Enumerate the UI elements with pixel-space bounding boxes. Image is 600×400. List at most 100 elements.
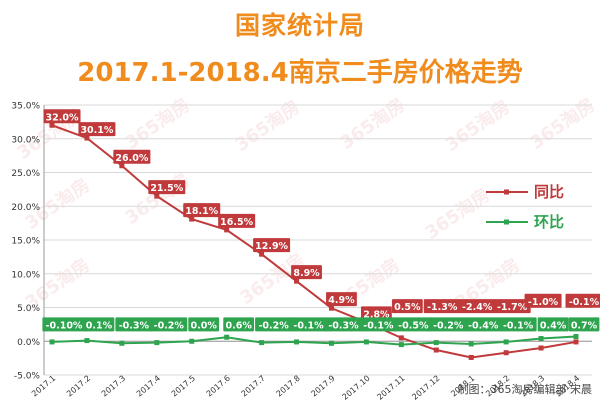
mom-data-label: -0.10% xyxy=(46,320,83,331)
x-tick-label: 2017.11 xyxy=(375,374,406,400)
mom-data-label: -0.1% xyxy=(293,320,324,331)
mom-data-label: 0.7% xyxy=(571,320,598,331)
yoy-data-label: 0.5% xyxy=(394,302,421,313)
yoy-data-label: -0.1% xyxy=(569,297,600,308)
yoy-data-label: -1.3% xyxy=(427,302,458,313)
mom-data-label-box xyxy=(464,317,502,332)
data-point xyxy=(398,342,404,348)
mom-data-label-box xyxy=(188,317,220,332)
y-tick-label: 10.0% xyxy=(11,270,40,280)
x-tick-label: 2017.4 xyxy=(135,374,162,399)
yoy-data-label: 16.5% xyxy=(220,217,253,228)
mom-data-label: -0.3% xyxy=(328,320,359,331)
mom-data-label-box xyxy=(115,317,153,332)
data-point xyxy=(433,340,439,346)
mom-data-label-box xyxy=(537,317,569,332)
mom-data-label-box xyxy=(324,317,362,332)
yoy-data-label-box xyxy=(565,293,600,308)
credit-text: 制图：365淘房编辑部 宋晨 xyxy=(457,383,593,396)
x-tick-label: 2017.12 xyxy=(410,374,441,400)
series-line-mom xyxy=(51,335,577,346)
mom-data-label: 0.4% xyxy=(540,320,567,331)
yoy-data-label: 12.9% xyxy=(255,241,288,252)
data-point xyxy=(468,341,474,347)
data-point xyxy=(119,340,125,346)
data-point xyxy=(503,350,509,356)
x-tick-label: 2017.2 xyxy=(65,374,92,399)
data-point xyxy=(84,135,90,141)
yoy-data-label-box xyxy=(78,122,116,137)
y-tick-label: 30.0% xyxy=(11,135,40,145)
data-point xyxy=(468,354,474,360)
data-point xyxy=(154,340,160,346)
legend-yoy-label: 同比 xyxy=(534,183,564,201)
data-point xyxy=(189,216,195,222)
legend-mom-label: 环比 xyxy=(534,213,564,231)
yoy-data-label-box xyxy=(458,299,496,314)
yoy-data-label: 26.0% xyxy=(115,153,148,164)
mom-data-label: 0.6% xyxy=(225,320,252,331)
x-tick-label: 2017.5 xyxy=(170,374,197,399)
yoy-data-label-box xyxy=(43,109,81,124)
yoy-data-label: 2.8% xyxy=(363,309,390,320)
data-point xyxy=(573,339,579,345)
mom-data-label: -0.1% xyxy=(503,320,534,331)
data-point xyxy=(259,251,265,257)
yoy-data-label: 30.1% xyxy=(80,125,113,136)
yoy-data-label-box xyxy=(113,149,151,164)
mom-data-label-box xyxy=(568,317,600,332)
y-tick-label: 0.0% xyxy=(17,338,40,348)
yoy-data-label: 4.9% xyxy=(328,295,355,306)
data-point xyxy=(433,347,439,353)
mom-data-label: 0.0% xyxy=(191,320,218,331)
yoy-data-label: 8.9% xyxy=(293,268,320,279)
mom-data-label: -0.2% xyxy=(154,320,185,331)
x-tick-label: 2017.6 xyxy=(205,374,232,399)
data-point xyxy=(154,193,160,199)
data-point xyxy=(224,227,230,233)
mom-data-label: -0.4% xyxy=(468,320,499,331)
data-point xyxy=(49,122,55,128)
data-labels: 32.0%30.1% 26.0% 21.5% 18.1%16.5% 12.9% 8.9% 4… xyxy=(42,109,600,332)
mom-data-label-box xyxy=(429,317,467,332)
yoy-data-label-box xyxy=(493,299,531,314)
data-point xyxy=(294,339,300,345)
series-lines xyxy=(49,122,579,360)
chart-subtitle: 2017.1-2018.4南京二手房价格走势 xyxy=(77,58,523,88)
data-point xyxy=(398,335,404,341)
y-tick-label: -5.0% xyxy=(14,372,41,382)
x-tick-label: 2017.3 xyxy=(100,374,127,399)
mom-data-label-box xyxy=(42,317,86,332)
yoy-data-label: 32.0% xyxy=(46,112,79,123)
y-tick-label: 20.0% xyxy=(11,203,40,213)
legend-mom-marker xyxy=(504,219,509,225)
yoy-data-label-box xyxy=(291,265,322,280)
x-tick-label: 2017.7 xyxy=(240,374,267,399)
yoy-data-label-box xyxy=(218,213,256,228)
y-tick-label: 5.0% xyxy=(17,304,40,314)
x-tick-label: 2017.9 xyxy=(310,374,337,399)
mom-data-label-box xyxy=(255,317,293,332)
data-point xyxy=(328,305,334,311)
yoy-data-label-box xyxy=(183,203,221,218)
legend-yoy-marker xyxy=(504,189,509,195)
yoy-data-label-box xyxy=(326,292,357,307)
data-point xyxy=(573,334,579,340)
mom-data-label: -0.2% xyxy=(258,320,289,331)
data-point xyxy=(84,338,90,344)
data-point xyxy=(503,339,509,345)
yoy-data-label-box xyxy=(524,293,562,308)
yoy-data-label-box xyxy=(148,180,186,195)
mom-data-label-box xyxy=(359,317,397,332)
data-point xyxy=(49,339,55,345)
mom-data-label-box xyxy=(290,317,328,332)
yoy-data-label: 21.5% xyxy=(150,183,183,194)
data-point xyxy=(259,340,265,346)
yoy-data-label: 18.1% xyxy=(185,206,218,217)
mom-data-label: -0.5% xyxy=(398,320,429,331)
mom-data-label: 0.1% xyxy=(86,320,113,331)
mom-data-label: -0.3% xyxy=(119,320,150,331)
yoy-data-label-box xyxy=(423,299,461,314)
